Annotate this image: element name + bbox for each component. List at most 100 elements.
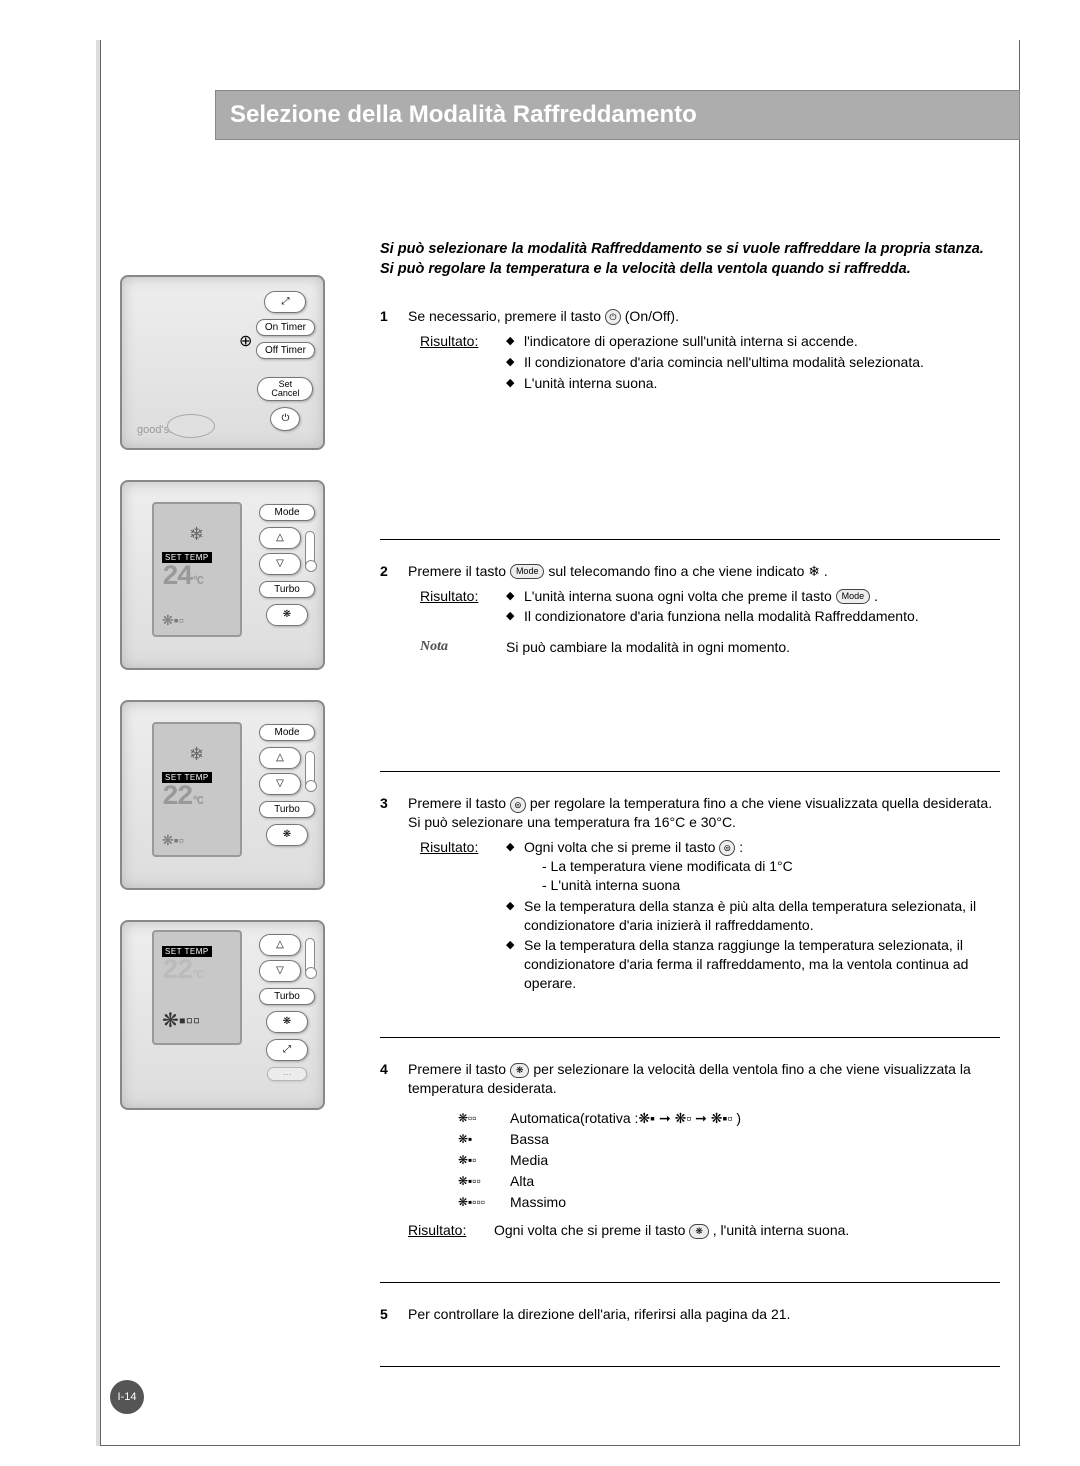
result-label: Risultato:: [420, 838, 490, 995]
fan-speed-table: ❋▫▫ Automatica(rotativa :❋▪ ➞ ❋▫ ➞ ❋▪▫ )…: [458, 1108, 1000, 1213]
fan-indicator-icon: ❋▪▫: [162, 832, 184, 849]
remote-diagram-2: ❄ SET TEMP 24°C ❋▪▫ Mode △ ▽ Turbo ❋: [120, 480, 325, 670]
step-text: sul telecomando fino a che viene indicat…: [548, 563, 808, 579]
sub-bullet: - La temperatura viene modificata di 1°C: [524, 857, 1000, 876]
fan-indicator-icon: ❋▪▫: [162, 612, 184, 629]
step-number: 1: [380, 307, 394, 395]
note-text: Si può cambiare la modalità in ogni mome…: [506, 638, 790, 657]
fan-low-icon: ❋▪: [458, 1130, 496, 1148]
swing-button: ⤢: [264, 291, 306, 313]
mode-button: Mode: [259, 724, 315, 741]
remote-display-2: ❄ SET TEMP 24°C ❋▪▫: [152, 502, 242, 637]
bullet: L'unità interna suona ogni volta che pre…: [506, 587, 1000, 606]
divider: [380, 1282, 1000, 1283]
mode-button: Mode: [259, 504, 315, 521]
step-text: per regolare la temperatura fino a che v…: [530, 795, 992, 811]
fan-label: Automatica(rotativa :❋▪ ➞ ❋▫ ➞ ❋▪▫ ): [510, 1108, 741, 1129]
step-1: 1 Se necessario, premere il tasto ⏻ (On/…: [380, 307, 1000, 413]
step-text: Premere il tasto: [408, 1061, 510, 1077]
cancel-label: Cancel: [264, 389, 306, 398]
title-banner: Selezione della Modalità Raffreddamento: [215, 90, 1020, 140]
bullet: Se la temperatura della stanza raggiunge…: [506, 936, 1000, 993]
content-column: Si può selezionare la modalità Raffredda…: [380, 240, 1000, 1389]
onoff-icon: ⏻: [605, 309, 621, 325]
mode-icon: Mode: [836, 589, 871, 604]
turbo-button: Turbo: [259, 801, 315, 818]
bullet: Il condizionatore d'aria comincia nell'u…: [506, 353, 1000, 372]
temp-down-button: ▽: [259, 960, 301, 982]
remote-diagram-4: SET TEMP 22°C ❋▪▫▫ △ ▽ Turbo ❋ ⤢ ···: [120, 920, 325, 1110]
temp-icon: ⊜: [719, 840, 735, 856]
temp-value-22: 22°C: [162, 782, 202, 813]
step-text: Premere il tasto: [408, 795, 510, 811]
bullet: Il condizionatore d'aria funziona nella …: [506, 607, 1000, 626]
step-number: 4: [380, 1060, 394, 1240]
divider: [380, 771, 1000, 772]
temp-value-24: 24°C: [162, 562, 202, 593]
page-number: I-14: [110, 1380, 144, 1414]
fan-label: Massimo: [510, 1192, 566, 1213]
remote-illustrations: ⤢ On Timer Off Timer Set Cancel ⏻ good's…: [120, 275, 325, 1140]
step-text: Si può selezionare una temperatura fra 1…: [408, 813, 1000, 832]
remote-diagram-1: ⤢ On Timer Off Timer Set Cancel ⏻ good's…: [120, 275, 325, 450]
snowflake-icon: ❄: [808, 563, 820, 579]
fan-label: Bassa: [510, 1129, 549, 1150]
turbo-button: Turbo: [259, 581, 315, 598]
step-text: (On/Off).: [625, 308, 679, 324]
fan-control-button: ❋: [266, 1011, 308, 1033]
page-title: Selezione della Modalità Raffreddamento: [230, 101, 1005, 129]
off-timer-button: Off Timer: [256, 342, 315, 359]
fan-high-icon: ❋▪▫▫: [458, 1172, 496, 1190]
power-button: ⏻: [270, 407, 300, 431]
snowflake-icon: ❄: [189, 524, 204, 545]
step-number: 5: [380, 1305, 394, 1324]
result-text: Ogni volta che si preme il tasto ❋ , l'u…: [494, 1221, 849, 1240]
mode-icon: Mode: [510, 564, 545, 579]
result-label: Risultato:: [408, 1221, 478, 1240]
remote-display-4: SET TEMP 22°C ❋▪▫▫: [152, 930, 242, 1045]
step-text: Per controllare la direzione dell'aria, …: [408, 1305, 1000, 1324]
fan-max-icon: ❋▪▫▫▫: [458, 1193, 496, 1211]
thermometer-icon: [305, 938, 315, 978]
fan-control-button: ❋: [266, 604, 308, 626]
temp-up-button: △: [259, 747, 301, 769]
step-number: 3: [380, 794, 394, 995]
step-number: 2: [380, 562, 394, 658]
snowflake-icon: ❄: [189, 744, 204, 765]
bullet: L'unità interna suona.: [506, 374, 1000, 393]
blank-button: [167, 414, 215, 438]
fan-icon: ❋: [510, 1063, 530, 1078]
step-text: .: [824, 563, 828, 579]
divider: [380, 1366, 1000, 1367]
temp-up-button: △: [259, 934, 301, 956]
turbo-button: Turbo: [259, 988, 315, 1005]
step-text: Premere il tasto: [408, 563, 510, 579]
thermometer-icon: [305, 751, 315, 791]
step-text: Se necessario, premere il tasto: [408, 308, 605, 324]
sub-bullet: - L'unità interna suona: [524, 876, 1000, 895]
remote-diagram-3: ❄ SET TEMP 22°C ❋▪▫ Mode △ ▽ Turbo ❋: [120, 700, 325, 890]
fan-auto-icon: ❋▫▫: [458, 1109, 496, 1127]
step-4: 4 Premere il tasto ❋ per selezionare la …: [380, 1060, 1000, 1258]
temp-icon: ⊜: [510, 797, 526, 813]
note-label: Nota: [420, 638, 490, 657]
result-label: Risultato:: [420, 587, 490, 629]
bullet: Ogni volta che si preme il tasto ⊜ : - L…: [506, 838, 1000, 895]
divider: [380, 1037, 1000, 1038]
clock-icon: ⊕: [239, 331, 251, 343]
bullet: Se la temperatura della stanza è più alt…: [506, 897, 1000, 935]
result-label: Risultato:: [420, 332, 490, 395]
bullet: l'indicatore di operazione sull'unità in…: [506, 332, 1000, 351]
fan-control-button: ❋: [266, 824, 308, 846]
step-2: 2 Premere il tasto Mode sul telecomando …: [380, 562, 1000, 676]
intro-text: Si può selezionare la modalità Raffredda…: [380, 240, 1000, 279]
faded-button: ···: [267, 1067, 307, 1081]
temp-value-dim: 22°C: [162, 956, 202, 987]
step-3: 3 Premere il tasto ⊜ per regolare la tem…: [380, 794, 1000, 1013]
divider: [380, 539, 1000, 540]
fan-med-icon: ❋▪▫: [458, 1151, 496, 1169]
step-5: 5 Per controllare la direzione dell'aria…: [380, 1305, 1000, 1342]
swing-button: ⤢: [266, 1039, 308, 1061]
fan-icon: ❋: [689, 1224, 709, 1239]
remote-display-3: ❄ SET TEMP 22°C ❋▪▫: [152, 722, 242, 857]
